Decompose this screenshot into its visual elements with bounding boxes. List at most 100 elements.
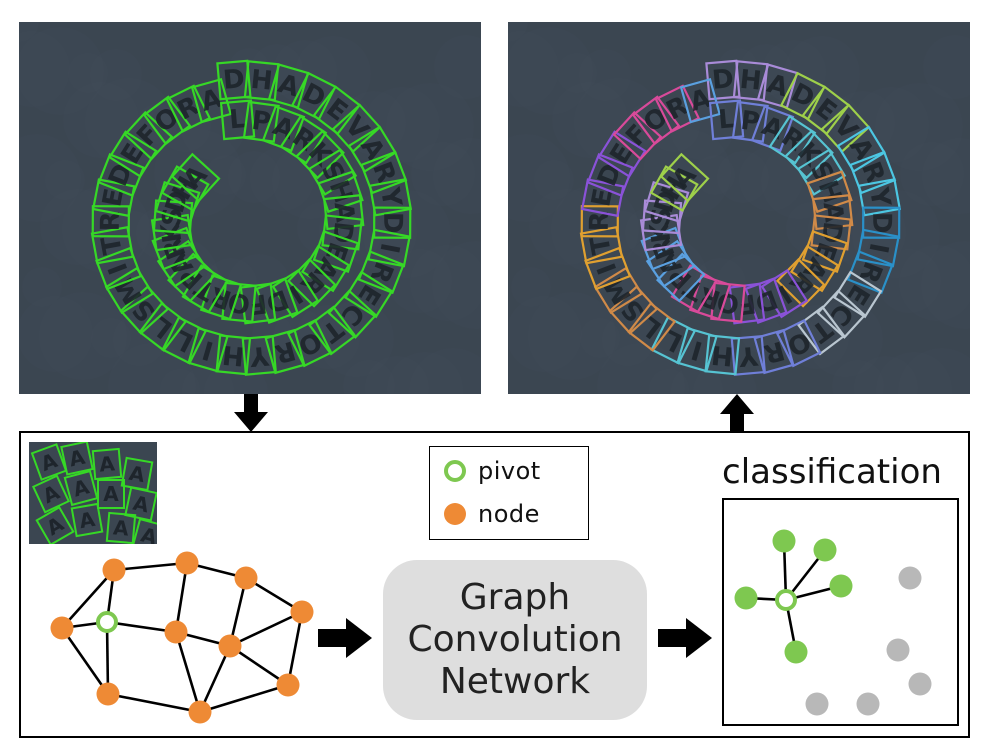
graph-nodes [50,551,314,724]
char-bbox [750,105,795,153]
char-bbox [579,225,624,265]
up-arrow-icon [720,394,754,433]
graph-node [234,566,258,590]
gcn-block: Graph Convolution Network [383,560,647,720]
char-box: A [836,125,886,173]
negative-node [856,692,880,716]
char-box: E [597,130,647,178]
char-box: L [708,99,745,141]
char-bbox [849,150,897,195]
graph-node [102,558,126,582]
char-bbox [161,315,208,365]
graph-edge [105,621,110,695]
char-bbox [810,214,852,251]
char-bbox [317,170,364,214]
char-bbox [295,129,345,180]
char-box: R [580,205,619,238]
char-bbox [857,178,902,217]
classification-pivot-node [775,589,797,611]
negative-node [805,692,829,716]
positive-node [772,529,796,553]
char-bbox [264,328,306,375]
down-arrow-icon [234,394,268,432]
legend-node: node [444,499,540,529]
char-glyph: H [249,65,274,97]
thumb-bbox [35,506,75,544]
char-bbox [142,95,192,146]
graph-node [188,700,212,724]
char-glyph: D [866,212,896,234]
char-bbox [190,77,233,124]
char-glyph: L [228,104,247,135]
graph-edge [286,611,304,686]
graph-node [175,551,199,575]
pivot-node [96,611,118,633]
negative-node [898,566,922,590]
char-bbox [779,71,826,121]
char-box: D [290,71,337,121]
char-bbox [123,110,174,161]
thumb-box: A [97,479,125,509]
char-bbox [90,225,135,265]
graph-node [50,616,74,640]
thumb-box: A [70,502,104,538]
char-bbox [360,150,408,195]
char-bbox [241,334,278,376]
graph-node [290,600,314,624]
char-bbox [91,205,130,238]
graph-node [218,634,242,658]
char-glyph: D [711,64,735,96]
char-box: R [91,205,130,238]
char-bbox [753,328,795,375]
thumb-glyph: A [77,507,97,533]
thumb-bbox [97,479,125,509]
char-bbox [708,99,745,141]
char-glyph: T [96,234,129,257]
char-box: Y [730,334,767,376]
thumb-box: A [35,506,75,544]
char-bbox [373,206,412,239]
thumb-box: A [131,517,157,544]
char-bbox [91,178,136,218]
graph-node [276,673,300,697]
char-box: D [862,206,901,239]
char-bbox [367,228,411,268]
gcn-line-1: Graph [459,577,571,618]
char-bbox [730,334,767,376]
char-box: D [373,206,412,239]
char-bbox [290,71,337,121]
graph-edge [228,577,248,647]
char-bbox [307,148,358,196]
char-box: T [90,225,135,265]
char-bbox [820,103,871,153]
char-bbox [242,100,280,143]
thumb-bbox [30,443,68,481]
char-bbox [331,103,382,153]
char-box: H [215,334,252,376]
thumb-bbox [105,511,137,544]
char-bbox [832,270,883,319]
thumb-box: A [63,469,99,507]
thumb-bbox [60,442,94,476]
char-bbox [836,125,886,173]
char-bbox [816,289,867,339]
thumb-box: A [91,447,123,481]
char-bbox [108,130,158,178]
char-box: T [579,225,624,265]
thumb-bbox [124,486,157,522]
char-bbox [215,334,252,376]
node-symbol-icon [444,503,466,525]
char-bbox [170,152,221,203]
char-glyph: R [585,211,615,231]
char-bbox [631,95,681,146]
thumbnail-svg: A A A AA A A AA A A A [29,442,157,544]
char-glyph: Y [247,340,271,372]
char-bbox [784,129,834,180]
char-glyph: H [738,65,763,97]
char-bbox [597,130,647,178]
char-bbox [856,228,900,268]
char-bbox [796,148,847,196]
char-glyph: D [377,212,407,234]
